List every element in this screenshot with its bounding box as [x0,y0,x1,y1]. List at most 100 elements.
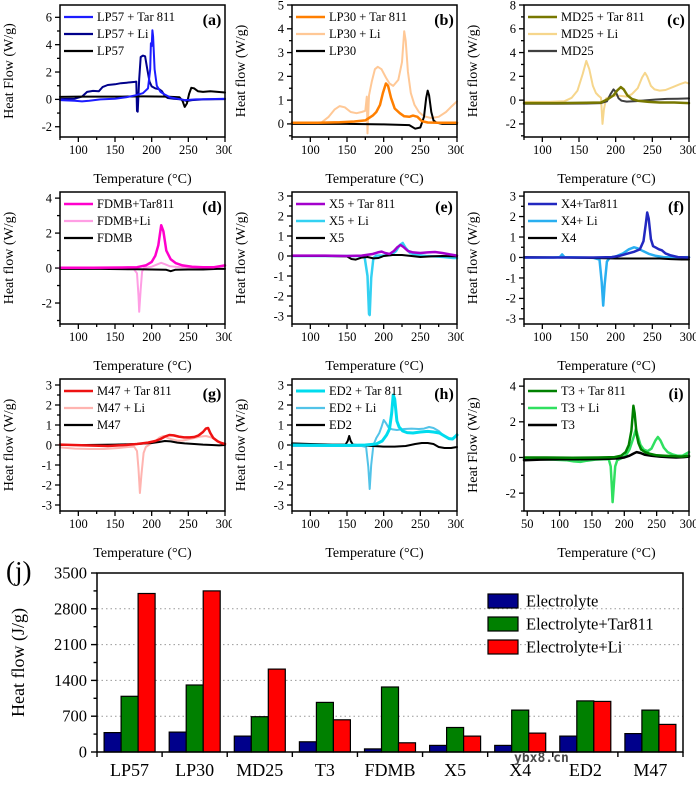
panel-letter: (b) [434,12,454,29]
svg-text:5: 5 [278,0,284,12]
curve-ED2 + Tar 811 [290,393,459,447]
legend: T3 + Tar 811 T3 + Li T3 [528,384,626,432]
legend: M47 + Tar 811 M47 + Li M47 [64,384,172,432]
curves [58,223,227,313]
axes [519,385,690,516]
y-axis-title: Heat flow (W/g) [466,24,481,117]
svg-text:200: 200 [606,143,625,157]
svg-text:T3: T3 [561,418,575,432]
y-axis-title: Heat flow (W/g) [234,398,249,491]
y-axis-title: Heat flow (W/g) [466,211,481,304]
svg-text:300: 300 [448,330,464,344]
curve-LP30 + Li [291,30,458,135]
bar-FDMB-Electrolyte+Tar811 [380,686,400,753]
svg-text:200: 200 [606,330,625,344]
svg-text:150: 150 [106,330,125,344]
plot-frame [523,191,690,325]
svg-text:2800: 2800 [54,599,87,618]
svg-text:1: 1 [510,230,516,244]
svg-text:1: 1 [278,93,284,107]
svg-text:250: 250 [179,143,198,157]
bar-MD25-Electrolyte+Li [267,668,286,753]
svg-text:150: 150 [570,330,589,344]
x-axis-title: Temperature (°C) [325,172,424,187]
curve-M47 + Tar 811 [58,426,227,448]
bars-Electrolyte+Tar811 [120,684,660,753]
svg-text:1400: 1400 [54,671,87,690]
svg-text:3: 3 [278,378,284,392]
x-axis-title: Temperature (°C) [557,546,656,561]
panel-letter: (g) [203,386,222,403]
svg-text:150: 150 [338,330,357,344]
legend: ED2 + Tar 811 ED2 + Li ED2 [296,384,403,432]
svg-text:250: 250 [647,517,666,531]
svg-text:-1: -1 [274,458,284,472]
dsc-panel-e: 100 150 200 250 300 -3 -2 -1 0 1 2 3 Temperature (°C… [232,187,466,374]
svg-text:100: 100 [301,517,320,531]
tick-labels: 50 100 150 200 250 300 -2 0 2 4 [506,379,696,531]
svg-text:MD25 + Li: MD25 + Li [561,27,619,41]
svg-text:3: 3 [278,189,284,203]
legend: LP30 + Tar 811 LP30 + Li LP30 [296,10,407,58]
svg-text:200: 200 [142,517,161,531]
svg-text:200: 200 [142,143,161,157]
dsc-chart-g: 100 150 200 250 300 -3 -2 -1 0 1 2 3 Temperature (°C… [2,378,234,561]
svg-text:150: 150 [583,517,602,531]
svg-text:X4: X4 [561,231,577,245]
svg-text:250: 250 [179,330,198,344]
svg-text:T3 + Li: T3 + Li [561,401,600,415]
bar-ED2-Electrolyte+Tar811 [576,700,595,753]
svg-text:0: 0 [278,438,284,452]
svg-text:150: 150 [106,143,125,157]
curve-MD25 + Tar 811 [522,85,691,105]
svg-text:FDMB+Li: FDMB+Li [97,214,151,228]
curves [522,404,691,504]
svg-text:150: 150 [338,143,357,157]
legend: X5 + Tar 811 X5 + Li X5 [296,197,395,245]
curve-LP57 + Li [59,54,226,113]
svg-text:200: 200 [142,330,161,344]
panel-letter: (c) [667,12,685,29]
dsc-panel-g: 100 150 200 250 300 -3 -2 -1 0 1 2 3 Temperature (°C… [0,374,234,561]
svg-text:300: 300 [448,517,464,531]
dsc-panel-grid: 100 150 200 250 300 -2 0 2 4 6 Temperature (°C) Hea… [0,0,696,561]
y-axis-title: Heat flow (W/g) [234,211,249,304]
dsc-panel-b: 100 150 200 250 300 0 1 2 3 4 5 Temperature (°C) Hea… [232,0,466,187]
svg-text:4: 4 [510,46,517,60]
bars-Electrolyte [103,731,643,753]
dsc-chart-c: 100 150 200 250 300 -2 0 2 4 6 8 Temperature (°C) He… [466,0,696,187]
legend: FDMB+Tar811 FDMB+Li FDMB [64,197,174,245]
panel-letter: (a) [203,12,222,29]
svg-text:LP30: LP30 [175,760,214,780]
dsc-panel-i: 50 100 150 200 250 300 -2 0 2 4 Temperature (°C) He… [464,374,696,561]
svg-text:100: 100 [69,517,88,531]
dsc-panel-h: 100 150 200 250 300 -3 -2 -1 0 1 2 3 Temperature (°C… [232,374,466,561]
svg-text:-2: -2 [42,296,52,310]
curve-T3 + Li [522,427,691,504]
plot-frame [59,378,226,512]
bar-X5-Electrolyte+Li [463,735,482,753]
svg-text:2100: 2100 [54,635,87,654]
svg-text:300: 300 [448,143,464,157]
bar-X5-Electrolyte+Tar811 [446,726,465,753]
svg-text:0: 0 [79,743,87,762]
curves [59,29,226,113]
svg-text:2: 2 [46,65,52,79]
axes [519,195,690,329]
svg-text:-3: -3 [506,312,516,326]
svg-text:6: 6 [510,22,516,36]
tick-labels: 0 700 1400 2100 2800 3500 LP57 LP30 MD25 T3 FDMB X5… [54,564,667,781]
svg-text:250: 250 [411,330,430,344]
plot-frame [523,4,690,138]
svg-text:3500: 3500 [54,564,87,583]
svg-text:250: 250 [179,517,198,531]
svg-text:T3 + Tar 811: T3 + Tar 811 [561,384,626,398]
svg-text:300: 300 [216,143,232,157]
svg-text:Electrolyte+Li: Electrolyte+Li [526,638,623,657]
svg-text:0: 0 [278,249,284,263]
dsc-chart-a: 100 150 200 250 300 -2 0 2 4 6 Temperature (°C) Hea… [2,4,234,187]
curves [522,211,691,307]
svg-text:FDMB: FDMB [364,760,415,780]
svg-text:X5: X5 [329,231,344,245]
